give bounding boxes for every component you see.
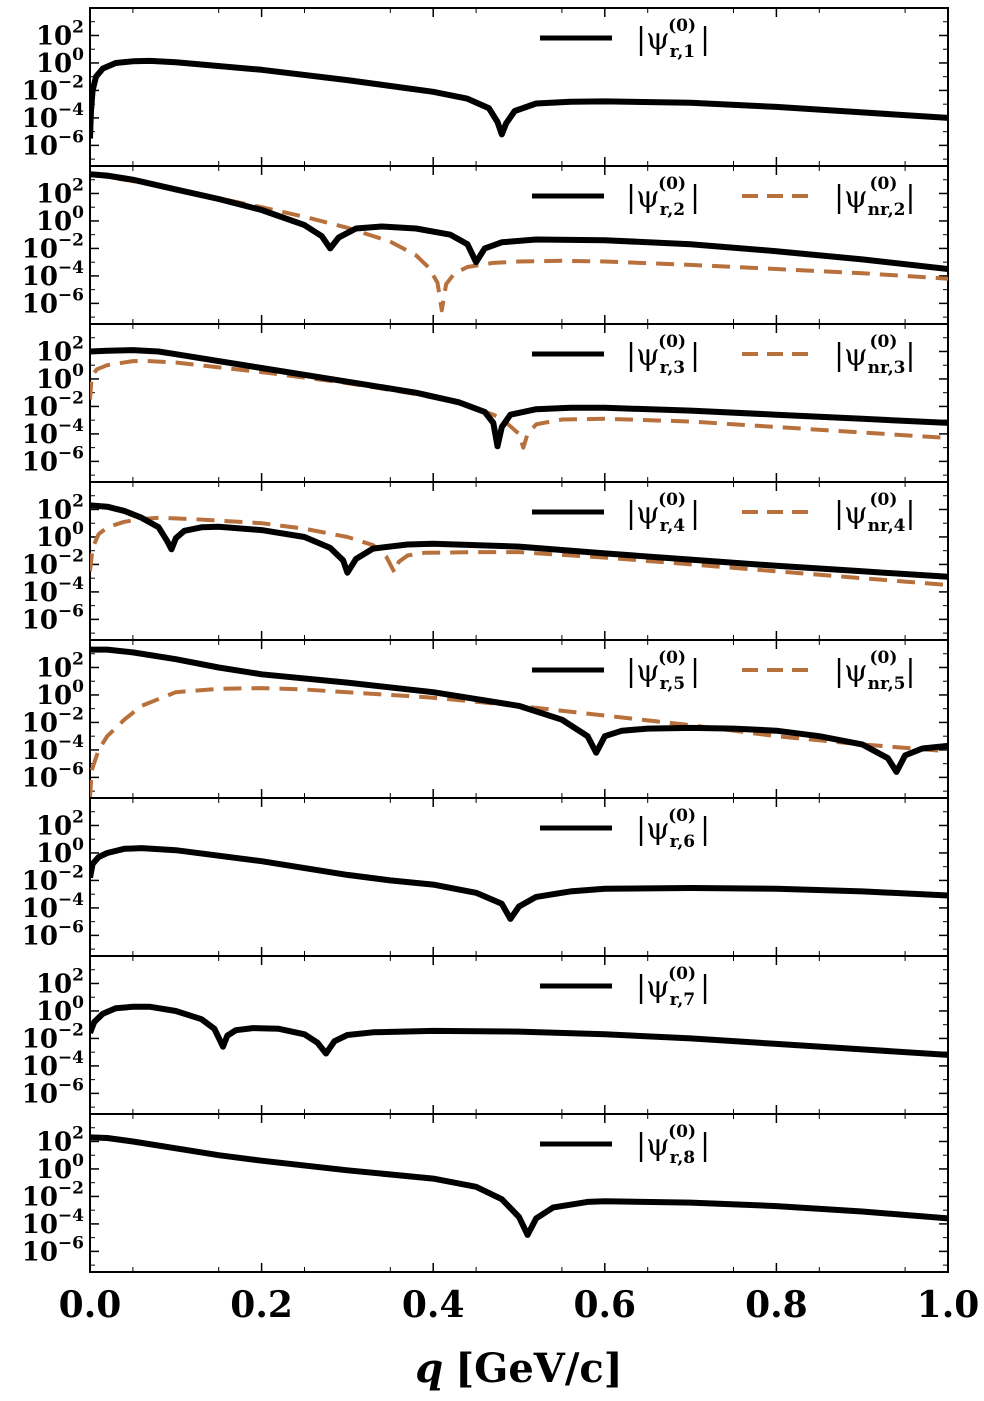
series-line-nr-3: [90, 359, 948, 450]
y-tick-label: 100: [36, 361, 84, 395]
legend-label: |ψr,6(0) |: [636, 806, 710, 852]
panel-curves: [90, 502, 948, 587]
panel-curves: [90, 1134, 948, 1238]
y-tick-label: 10−6: [22, 127, 84, 161]
y-tick-label: 10−2: [22, 72, 84, 106]
y-tick-label: 10−4: [22, 1048, 84, 1082]
x-tick-label: 0.2: [230, 1284, 293, 1326]
y-tick-label: 102: [36, 17, 84, 51]
series-line-r-2: [90, 171, 948, 272]
x-tick-label: 0.0: [59, 1284, 122, 1326]
y-tick-label: 10−4: [22, 258, 84, 292]
y-tick-label: 100: [36, 203, 84, 237]
series-line-nr-4: [90, 515, 948, 587]
x-axis-title: q [GeV/c]: [415, 1345, 622, 1392]
panel-curves: [90, 171, 948, 313]
y-tick-label: 10−2: [22, 546, 84, 580]
y-tick-label: 10−2: [22, 1178, 84, 1212]
panel-frame: [89, 7, 949, 167]
legend-label: |ψr,5(0) |: [626, 648, 700, 694]
y-tick-label: 102: [36, 965, 84, 999]
x-tick-label: 1.0: [917, 1284, 980, 1326]
y-tick-label: 10−4: [22, 416, 84, 450]
legend-label: |ψr,4(0) |: [626, 490, 700, 536]
y-tick-label: 10−6: [22, 443, 84, 477]
x-tick-label: 0.6: [573, 1284, 636, 1326]
panel-frame: [89, 1113, 949, 1273]
legend-label: |ψnr,5(0) |: [834, 648, 916, 694]
panel-curves: [90, 1003, 948, 1058]
legend-label: |ψr,7(0) |: [636, 964, 710, 1010]
legend-label: |ψr,2(0) |: [626, 174, 700, 220]
panel-curves: [90, 347, 948, 450]
panel-frame: [89, 165, 949, 325]
x-tick-label: 0.4: [402, 1284, 465, 1326]
panel-frame: [89, 323, 949, 483]
y-tick-label: 10−4: [22, 732, 84, 766]
y-tick-label: 10−4: [22, 100, 84, 134]
y-tick-label: 100: [36, 993, 84, 1027]
legend-label: |ψnr,2(0) |: [834, 174, 916, 220]
series-line-r-7: [90, 1003, 948, 1058]
panel-curves: [90, 646, 948, 798]
y-tick-label: 10−6: [22, 1233, 84, 1267]
y-tick-label: 102: [36, 333, 84, 367]
legend-label: |ψr,8(0) |: [636, 1122, 710, 1168]
legend-label: |ψr,3(0) |: [626, 332, 700, 378]
legend-label: |ψr,1(0) |: [636, 16, 710, 62]
panel-frame: [89, 639, 949, 799]
panel-curves: [90, 845, 948, 922]
y-tick-label: 100: [36, 835, 84, 869]
y-tick-label: 10−2: [22, 230, 84, 264]
y-tick-label: 10−4: [22, 574, 84, 608]
y-tick-label: 10−2: [22, 1020, 84, 1054]
y-tick-label: 100: [36, 519, 84, 553]
y-tick-label: 102: [36, 649, 84, 683]
y-tick-label: 102: [36, 491, 84, 525]
y-tick-label: 10−2: [22, 862, 84, 896]
series-line-r-5: [90, 646, 948, 775]
panel-curves: [90, 57, 948, 139]
y-tick-label: 102: [36, 1123, 84, 1157]
series-line-r-8: [90, 1134, 948, 1238]
y-tick-label: 10−4: [22, 890, 84, 924]
panel-frame: [89, 481, 949, 641]
y-tick-label: 10−2: [22, 388, 84, 422]
y-tick-label: 10−2: [22, 704, 84, 738]
panel-frame: [89, 797, 949, 957]
y-tick-label: 102: [36, 807, 84, 841]
series-line-r-4: [90, 502, 948, 580]
y-tick-label: 10−6: [22, 917, 84, 951]
y-tick-label: 10−6: [22, 601, 84, 635]
y-tick-label: 102: [36, 175, 84, 209]
y-tick-label: 10−6: [22, 759, 84, 793]
y-tick-label: 10−6: [22, 1075, 84, 1109]
y-tick-label: 100: [36, 1151, 84, 1185]
legend-label: |ψnr,3(0) |: [834, 332, 916, 378]
y-tick-label: 100: [36, 45, 84, 79]
y-tick-label: 10−4: [22, 1206, 84, 1240]
series-line-nr-2: [90, 172, 948, 313]
series-line-r-6: [90, 845, 948, 922]
y-tick-label: 100: [36, 677, 84, 711]
legend-label: |ψnr,4(0) |: [834, 490, 916, 536]
series-line-r-1: [90, 57, 948, 139]
series-line-r-3: [90, 347, 948, 450]
x-tick-label: 0.8: [745, 1284, 808, 1326]
y-tick-label: 10−6: [22, 285, 84, 319]
